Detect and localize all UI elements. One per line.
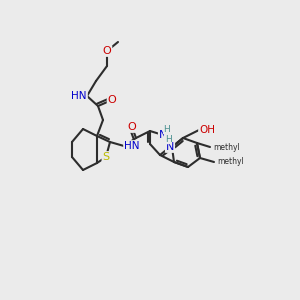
- Text: methyl: methyl: [217, 158, 244, 166]
- Text: S: S: [102, 152, 110, 162]
- Text: HN: HN: [124, 141, 140, 151]
- Text: O: O: [128, 122, 136, 132]
- Text: N: N: [166, 142, 174, 152]
- Text: methyl: methyl: [213, 142, 240, 152]
- Text: HN: HN: [71, 91, 87, 101]
- Text: OH: OH: [199, 125, 215, 135]
- Text: O: O: [103, 46, 111, 56]
- Text: N: N: [159, 130, 167, 140]
- Text: O: O: [108, 95, 116, 105]
- Text: H: H: [164, 124, 170, 134]
- Text: H: H: [165, 134, 171, 143]
